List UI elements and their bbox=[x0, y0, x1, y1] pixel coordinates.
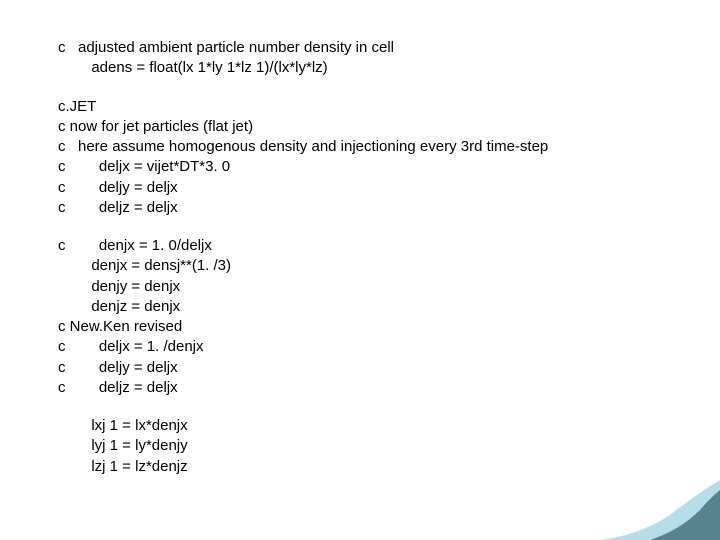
code-block-3: lxj 1 = lx*denjx lyj 1 = ly*denjy lzj 1 … bbox=[58, 416, 698, 477]
code-line: c adjusted ambient particle number densi… bbox=[58, 38, 698, 58]
code-line: adens = float(lx 1*ly 1*lz 1)/(lx*ly*lz) bbox=[58, 58, 698, 78]
code-line: lxj 1 = lx*denjx bbox=[58, 416, 698, 436]
code-line: c deljz = deljx bbox=[58, 198, 698, 218]
code-block-2: c denjx = 1. 0/deljx denjx = densj**(1. … bbox=[58, 236, 698, 398]
code-line: denjz = denjx bbox=[58, 297, 698, 317]
slide-root: c adjusted ambient particle number densi… bbox=[0, 0, 720, 540]
code-line: lzj 1 = lz*denjz bbox=[58, 457, 698, 477]
code-line: c now for jet particles (flat jet) bbox=[58, 117, 698, 137]
code-line: c.JET bbox=[58, 97, 698, 117]
code-line: c New.Ken revised bbox=[58, 317, 698, 337]
code-block-1: c.JET c now for jet particles (flat jet)… bbox=[58, 97, 698, 219]
code-line: c deljz = deljx bbox=[58, 378, 698, 398]
code-line: c deljx = 1. /denjx bbox=[58, 337, 698, 357]
code-line: denjy = denjx bbox=[58, 277, 698, 297]
code-content: c adjusted ambient particle number densi… bbox=[58, 38, 698, 495]
code-line: c deljy = deljx bbox=[58, 358, 698, 378]
code-line: c deljy = deljx bbox=[58, 178, 698, 198]
code-line: c here assume homogenous density and inj… bbox=[58, 137, 698, 157]
code-line: c deljx = vijet*DT*3. 0 bbox=[58, 157, 698, 177]
code-line: denjx = densj**(1. /3) bbox=[58, 256, 698, 276]
code-line: lyj 1 = ly*denjy bbox=[58, 436, 698, 456]
code-block-0: c adjusted ambient particle number densi… bbox=[58, 38, 698, 79]
corner-inner-swoosh bbox=[650, 490, 720, 540]
code-line: c denjx = 1. 0/deljx bbox=[58, 236, 698, 256]
